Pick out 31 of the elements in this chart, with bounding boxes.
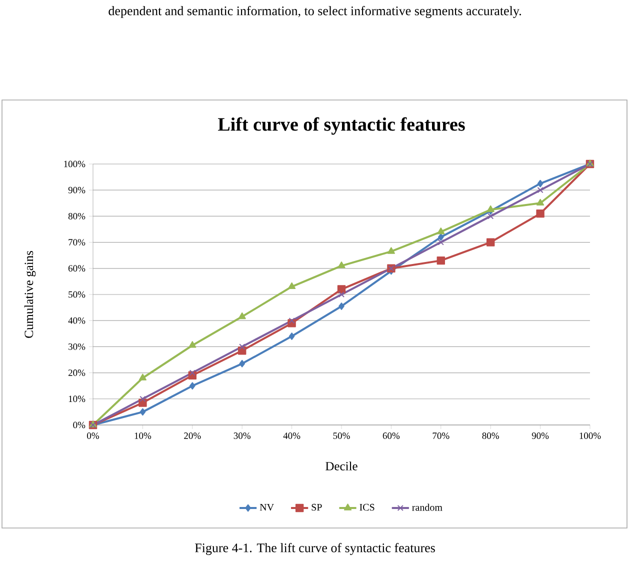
y-tick-label: 50%	[68, 291, 86, 298]
legend-label: ICS	[360, 504, 374, 511]
y-tick-label: 40%	[68, 317, 86, 324]
x-tick-label: 20%	[184, 432, 201, 439]
caption: Figure 4-1. The lift curve of syntactic features	[194, 543, 435, 555]
y-tick-label: 100%	[64, 160, 86, 168]
x-tick-label: 60%	[382, 432, 400, 439]
x-tick-label: 30%	[234, 432, 250, 439]
y-tick-label: 90%	[68, 186, 86, 194]
y-tick-label: 10%	[68, 396, 86, 402]
y-tick-label: 70%	[68, 239, 86, 246]
x-tick-label: 40%	[283, 432, 300, 439]
x-tick-label: 0%	[87, 432, 100, 439]
chart-title: Lift curve of syntactic features	[218, 117, 465, 135]
x-tick-label: 80%	[482, 432, 499, 439]
x-axis-title: Decile	[326, 462, 358, 470]
legend-label: NV	[260, 504, 274, 511]
x-tick-label: 100%	[580, 432, 601, 439]
y-axis-title: Cumulative gains	[24, 251, 36, 338]
x-tick-label: 10%	[134, 432, 152, 439]
legend-label: random	[412, 504, 442, 511]
legend-label: SP	[312, 504, 322, 511]
x-tick-label: 50%	[333, 432, 350, 439]
y-tick-label: 60%	[68, 265, 86, 272]
x-tick-label: 70%	[432, 432, 450, 439]
text: dependent and semantic information, to select informative segments accurately.	[108, 6, 522, 18]
y-tick-label: 0%	[73, 422, 86, 428]
y-tick-label: 20%	[68, 370, 86, 376]
x-tick-label: 90%	[532, 432, 549, 439]
y-tick-label: 80%	[68, 212, 86, 220]
y-tick-label: 30%	[68, 343, 86, 350]
